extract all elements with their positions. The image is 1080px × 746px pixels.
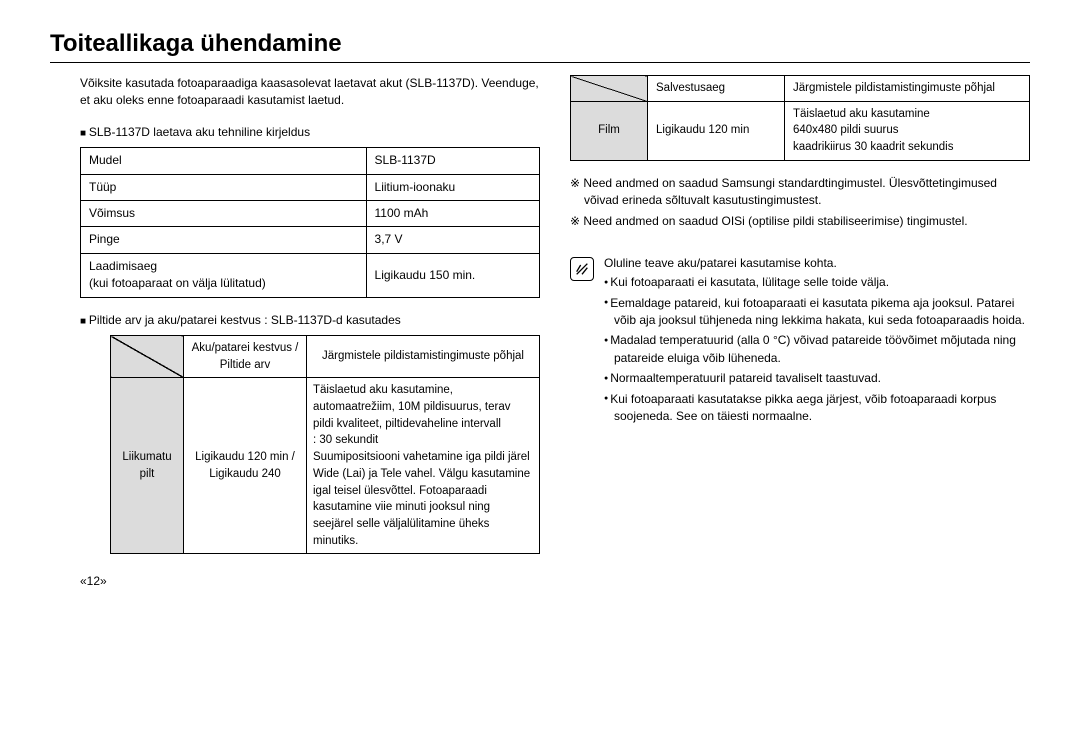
- spec-val: 1100 mAh: [366, 201, 539, 227]
- film-table: Salvestusaeg Järgmistele pildistamisting…: [570, 75, 1030, 161]
- diag-cell: [571, 76, 648, 102]
- note-item: Kui fotoaparaati kasutatakse pikka aega …: [604, 391, 1030, 426]
- right-column: Salvestusaeg Järgmistele pildistamisting…: [570, 75, 1030, 568]
- spec-val: Ligikaudu 150 min.: [366, 253, 539, 297]
- note-list: Kui fotoaparaati ei kasutata, lülitage s…: [604, 274, 1030, 425]
- film-duration: Ligikaudu 120 min: [648, 101, 785, 160]
- note-item: Eemaldage patareid, kui fotoaparaati ei …: [604, 295, 1030, 330]
- intro-text: Võiksite kasutada fotoaparaadiga kaasaso…: [50, 75, 540, 110]
- spec-val: 3,7 V: [366, 227, 539, 253]
- star-note-2: ※ Need andmed on saadud OISi (optilise p…: [584, 213, 1030, 230]
- note-icon: [570, 257, 594, 281]
- note-item: Kui fotoaparaati ei kasutata, lülitage s…: [604, 274, 1030, 291]
- page-number: «12»: [50, 574, 1030, 588]
- note-item: Madalad temperatuurid (alla 0 °C) võivad…: [604, 332, 1030, 367]
- spec-val: SLB-1137D: [366, 148, 539, 174]
- shots-heading: Piltide arv ja aku/patarei kestvus : SLB…: [80, 312, 540, 330]
- spec-key: Laadimisaeg (kui fotoaparaat on välja lü…: [81, 253, 367, 297]
- spec-key: Pinge: [81, 227, 367, 253]
- star-note-1: ※ Need andmed on saadud Samsungi standar…: [584, 175, 1030, 210]
- shots-duration: Ligikaudu 120 min / Ligikaudu 240: [184, 378, 307, 554]
- spec-val: Liitium-ioonaku: [366, 174, 539, 200]
- shots-h2: Järgmistele pildistamistingimuste põhjal: [307, 336, 540, 378]
- shots-rowlabel: Liikumatu pilt: [111, 378, 184, 554]
- shots-table: Aku/patarei kestvus / Piltide arv Järgmi…: [110, 335, 540, 554]
- film-conditions: Täislaetud aku kasutamine 640x480 pildi …: [785, 101, 1030, 160]
- film-h2: Järgmistele pildistamistingimuste põhjal: [785, 76, 1030, 102]
- spec-key: Tüüp: [81, 174, 367, 200]
- note-item: Normaaltemperatuuril patareid tavaliselt…: [604, 370, 1030, 387]
- shots-h1: Aku/patarei kestvus / Piltide arv: [184, 336, 307, 378]
- spec-table: MudelSLB-1137D TüüpLiitium-ioonaku Võims…: [80, 147, 540, 297]
- film-h1: Salvestusaeg: [648, 76, 785, 102]
- note-title: Oluline teave aku/patarei kasutamise koh…: [604, 255, 1030, 272]
- shots-conditions: Täislaetud aku kasutamine, automaatrežii…: [307, 378, 540, 554]
- spec-key: Mudel: [81, 148, 367, 174]
- page-title: Toiteallikaga ühendamine: [50, 30, 1030, 63]
- spec-key: Võimsus: [81, 201, 367, 227]
- left-column: Võiksite kasutada fotoaparaadiga kaasaso…: [50, 75, 540, 568]
- spec-heading: SLB-1137D laetava aku tehniline kirjeldu…: [80, 124, 540, 142]
- film-rowlabel: Film: [571, 101, 648, 160]
- diag-cell: [111, 336, 184, 378]
